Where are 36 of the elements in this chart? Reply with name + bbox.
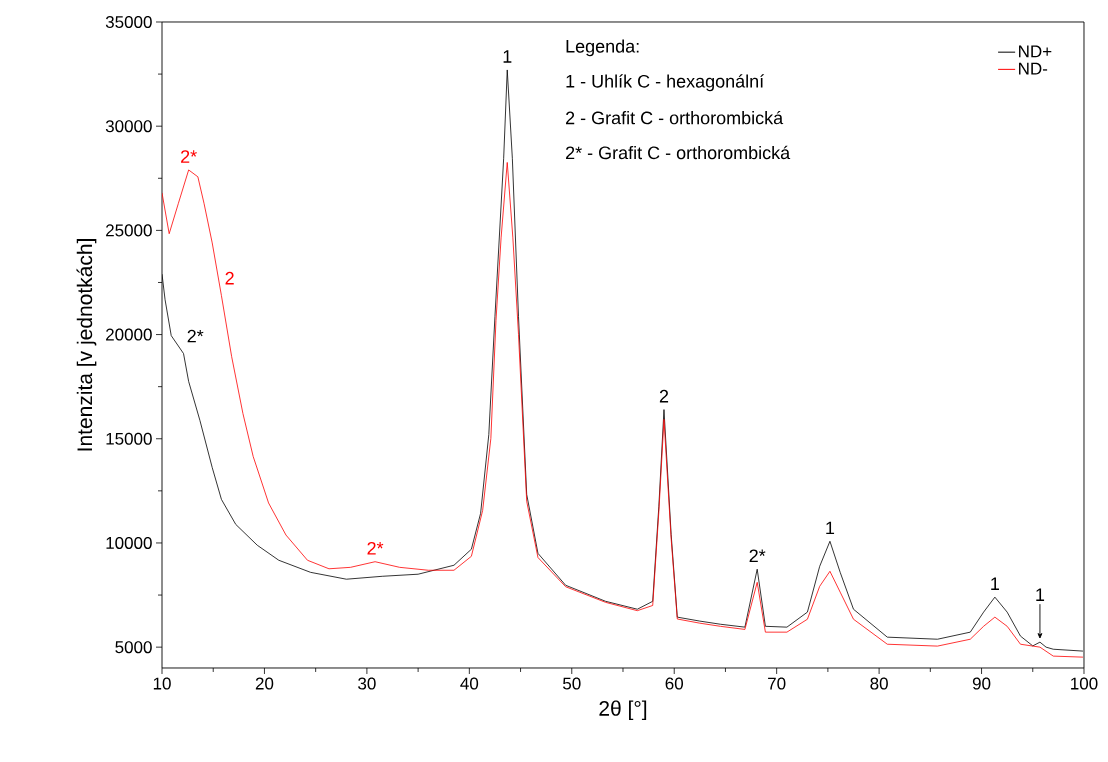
x-tick-label: 40: [460, 677, 479, 690]
annotation: 2*: [187, 329, 204, 343]
y-tick-label: 5000: [115, 641, 152, 654]
annotation: 2*: [749, 549, 766, 563]
annotation: 2*: [181, 150, 197, 163]
annotation: 1: [1036, 588, 1045, 601]
y-tick-label: 25000: [106, 224, 152, 237]
x-tick-label: 30: [358, 677, 376, 690]
line-series: [162, 162, 1084, 658]
annotation: 1: [826, 521, 835, 535]
y-tick-label: 30000: [105, 120, 152, 133]
x-tick-label: 60: [665, 677, 684, 690]
x-tick-label: 90: [972, 677, 991, 690]
legend-label: ND-: [1019, 62, 1048, 75]
y-tick-label: 20000: [106, 328, 152, 341]
annotation: 1: [991, 577, 999, 590]
annotation: 1 - Uhlík C - hexagonální: [566, 74, 765, 92]
x-tick-label: 10: [153, 677, 171, 690]
x-tick-label: 20: [255, 677, 274, 690]
y-tick-label: 15000: [106, 432, 152, 445]
annotation: Legenda:: [566, 39, 639, 57]
legend-label: ND+: [1019, 45, 1052, 58]
annotation: 2 - Grafit C - orthorombická: [566, 110, 784, 125]
x-tick-label: 80: [870, 677, 888, 690]
annotation: 1: [503, 50, 512, 63]
y-tick-label: 10000: [106, 536, 152, 549]
annotation: 2*: [367, 541, 384, 555]
x-tick-label: 70: [768, 677, 786, 690]
annotation: 2* - Grafit C - orthorombická: [566, 145, 791, 160]
x-tick-label: 50: [563, 677, 581, 690]
x-axis-title: 2θ [°]: [599, 700, 647, 720]
annotation: 2: [659, 389, 669, 403]
y-tick-label: 35000: [105, 15, 152, 29]
y-axis-title: Intenzita [v jednotkách]: [76, 239, 97, 451]
x-tick-label: 100: [1071, 677, 1098, 690]
annotation: 2: [225, 271, 234, 285]
